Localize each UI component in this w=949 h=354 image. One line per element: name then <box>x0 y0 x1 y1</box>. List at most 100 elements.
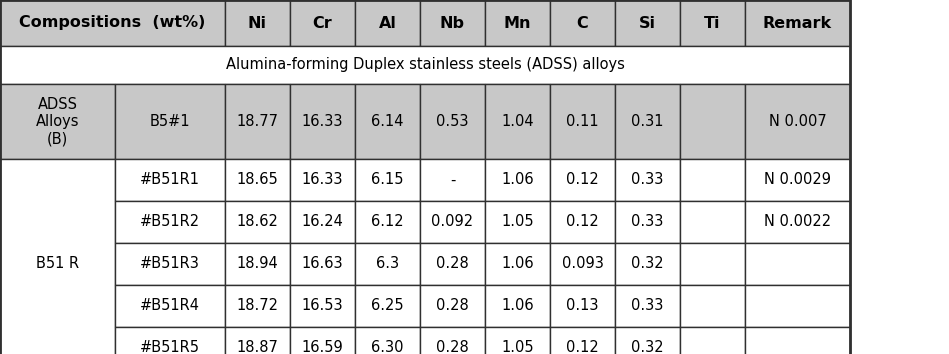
Bar <box>745 159 850 201</box>
Text: 18.87: 18.87 <box>236 341 278 354</box>
Text: B5#1: B5#1 <box>150 114 191 129</box>
Bar <box>225 243 290 285</box>
Bar <box>420 159 485 201</box>
Text: 0.32: 0.32 <box>631 257 663 272</box>
Bar <box>0 0 850 354</box>
Text: Mn: Mn <box>504 16 531 30</box>
Text: 0.33: 0.33 <box>631 215 663 229</box>
Bar <box>485 159 550 201</box>
Text: 0.53: 0.53 <box>437 114 469 129</box>
Text: 18.72: 18.72 <box>236 298 278 314</box>
Bar <box>0 46 850 84</box>
Text: 0.13: 0.13 <box>567 298 599 314</box>
Text: 6.3: 6.3 <box>376 257 400 272</box>
Text: Remark: Remark <box>763 16 832 30</box>
Text: Ni: Ni <box>248 16 267 30</box>
Bar <box>355 159 420 201</box>
Text: 0.092: 0.092 <box>432 215 474 229</box>
Bar <box>290 243 355 285</box>
Bar <box>745 285 850 327</box>
Bar <box>225 285 290 327</box>
Bar <box>745 243 850 285</box>
Bar <box>0 84 115 159</box>
Bar <box>225 201 290 243</box>
Text: 0.11: 0.11 <box>567 114 599 129</box>
Bar <box>355 84 420 159</box>
Text: N 0.0022: N 0.0022 <box>764 215 831 229</box>
Bar <box>355 243 420 285</box>
Bar <box>115 159 225 201</box>
Text: 6.14: 6.14 <box>371 114 403 129</box>
Bar <box>550 285 615 327</box>
Text: Compositions  (wt%): Compositions (wt%) <box>19 16 206 30</box>
Bar <box>355 327 420 354</box>
Bar <box>0 159 115 354</box>
Bar <box>420 243 485 285</box>
Text: 1.06: 1.06 <box>501 298 533 314</box>
Text: 16.33: 16.33 <box>302 172 344 188</box>
Text: #B51R4: #B51R4 <box>140 298 200 314</box>
Text: 16.24: 16.24 <box>302 215 344 229</box>
Bar <box>680 159 745 201</box>
Text: 18.65: 18.65 <box>236 172 278 188</box>
Bar <box>420 201 485 243</box>
Text: 1.04: 1.04 <box>501 114 533 129</box>
Bar <box>485 285 550 327</box>
Bar <box>615 84 680 159</box>
Bar <box>550 201 615 243</box>
Bar <box>485 84 550 159</box>
Text: N 0.0029: N 0.0029 <box>764 172 831 188</box>
Bar <box>485 243 550 285</box>
Text: ADSS
Alloys
(B): ADSS Alloys (B) <box>36 97 80 147</box>
Text: 18.94: 18.94 <box>236 257 278 272</box>
Text: 0.31: 0.31 <box>631 114 663 129</box>
Text: Alumina-forming Duplex stainless steels (ADSS) alloys: Alumina-forming Duplex stainless steels … <box>226 57 624 73</box>
Bar <box>225 0 290 46</box>
Text: 0.28: 0.28 <box>437 257 469 272</box>
Bar <box>115 84 225 159</box>
Bar <box>290 327 355 354</box>
Bar <box>225 159 290 201</box>
Bar <box>290 285 355 327</box>
Bar <box>745 201 850 243</box>
Text: 0.12: 0.12 <box>567 172 599 188</box>
Text: 0.12: 0.12 <box>567 215 599 229</box>
Bar <box>115 285 225 327</box>
Text: N 0.007: N 0.007 <box>769 114 827 129</box>
Bar <box>745 327 850 354</box>
Text: #B51R3: #B51R3 <box>140 257 200 272</box>
Text: 0.33: 0.33 <box>631 298 663 314</box>
Bar <box>115 327 225 354</box>
Bar <box>615 201 680 243</box>
Text: 0.28: 0.28 <box>437 298 469 314</box>
Bar <box>615 327 680 354</box>
Text: 1.05: 1.05 <box>501 215 533 229</box>
Bar <box>615 0 680 46</box>
Bar <box>290 159 355 201</box>
Text: 16.53: 16.53 <box>302 298 344 314</box>
Bar <box>615 285 680 327</box>
Text: #B51R1: #B51R1 <box>140 172 200 188</box>
Bar <box>355 201 420 243</box>
Text: 6.30: 6.30 <box>371 341 403 354</box>
Bar <box>355 285 420 327</box>
Bar <box>680 84 745 159</box>
Text: Al: Al <box>379 16 397 30</box>
Bar <box>290 201 355 243</box>
Text: Cr: Cr <box>312 16 332 30</box>
Bar <box>420 84 485 159</box>
Bar <box>550 0 615 46</box>
Text: 1.05: 1.05 <box>501 341 533 354</box>
Bar <box>680 327 745 354</box>
Text: 6.15: 6.15 <box>371 172 403 188</box>
Bar <box>485 201 550 243</box>
Bar <box>225 327 290 354</box>
Text: 6.25: 6.25 <box>371 298 404 314</box>
Text: 18.62: 18.62 <box>236 215 278 229</box>
Bar <box>290 0 355 46</box>
Text: B51 R: B51 R <box>36 257 79 272</box>
Text: 1.06: 1.06 <box>501 257 533 272</box>
Bar <box>680 243 745 285</box>
Text: 0.093: 0.093 <box>562 257 604 272</box>
Bar <box>420 327 485 354</box>
